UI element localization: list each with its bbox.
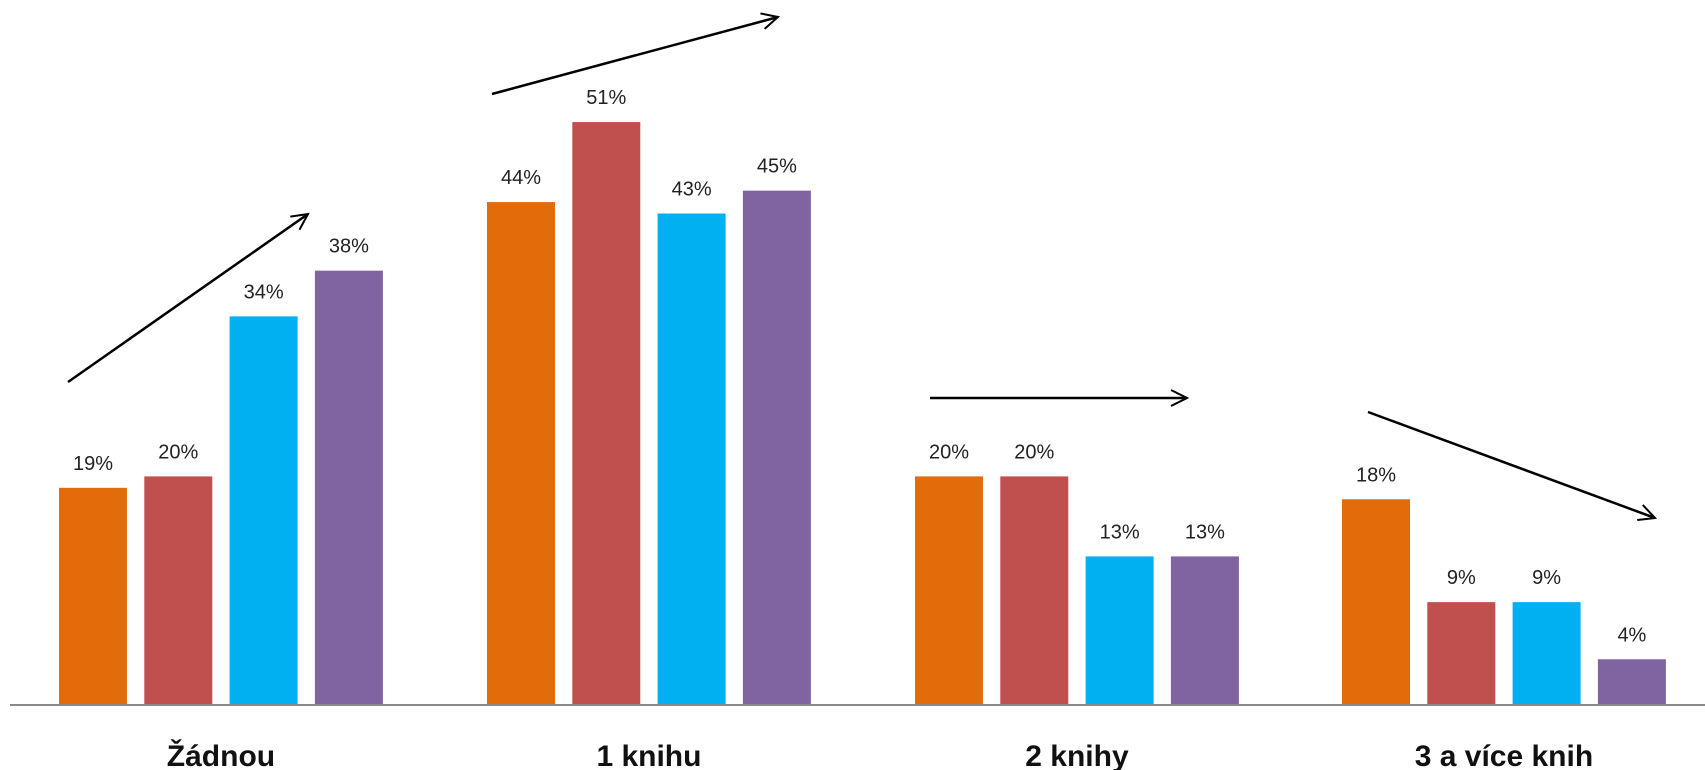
trend-arrows-layer	[67, 17, 1655, 518]
bar-zadnou-4	[314, 270, 383, 705]
bar-zadnou-2	[144, 476, 213, 705]
bar-1-knihu-2	[572, 122, 641, 705]
value-label-3-a-vice-knih-1: 18%	[1356, 464, 1396, 486]
bar-zadnou-3	[229, 316, 298, 705]
bar-3-a-vice-knih-1	[1342, 499, 1410, 705]
bar-2-knihy-1	[915, 476, 983, 705]
value-labels-layer: 19% 20% 34% 38% 44% 51% 43% 45% 20% 20% 13% 13% 18% 9…	[73, 87, 1647, 646]
value-label-zadnou-2: 20%	[158, 441, 198, 463]
value-label-zadnou-1: 19%	[73, 453, 113, 475]
bar-2-knihy-2	[1000, 476, 1069, 705]
bar-3-a-vice-knih-4	[1597, 659, 1666, 705]
bar-1-knihu-4	[742, 190, 811, 705]
category-label-2-knihy: 2 knihy	[1025, 740, 1129, 770]
value-label-3-a-vice-knih-3: 9%	[1532, 567, 1561, 589]
value-label-3-a-vice-knih-2: 9%	[1447, 567, 1476, 589]
bar-1-knihu-1	[487, 202, 555, 705]
trend-arrow-1-knihu	[491, 17, 778, 96]
value-label-1-knihu-1: 44%	[501, 167, 541, 189]
bar-2-knihy-4	[1170, 556, 1239, 705]
value-label-2-knihy-2: 20%	[1014, 441, 1054, 463]
value-label-2-knihy-3: 13%	[1100, 521, 1140, 543]
bar-3-a-vice-knih-2	[1427, 602, 1496, 705]
trend-arrow-3-a-vice-knih	[1367, 410, 1655, 518]
value-label-2-knihy-1: 20%	[929, 441, 969, 463]
value-label-2-knihy-4: 13%	[1185, 521, 1225, 543]
category-labels-layer: Žádnou 1 knihu 2 knihy 3 a více knih	[167, 739, 1593, 770]
bar-3-a-vice-knih-3	[1512, 602, 1581, 705]
value-label-zadnou-4: 38%	[329, 236, 369, 258]
bar-2-knihy-3	[1085, 556, 1154, 705]
bar-zadnou-1	[59, 487, 127, 705]
value-label-1-knihu-4: 45%	[757, 156, 797, 178]
trend-arrow-zadnou	[67, 214, 308, 384]
bar-1-knihu-3	[657, 213, 726, 705]
value-label-3-a-vice-knih-4: 4%	[1617, 624, 1646, 646]
value-label-1-knihu-3: 43%	[672, 179, 712, 201]
category-label-zadnou: Žádnou	[167, 739, 275, 770]
value-label-1-knihu-2: 51%	[586, 87, 626, 109]
value-label-zadnou-3: 34%	[244, 281, 284, 303]
category-label-3-a-vice-knih: 3 a více knih	[1415, 740, 1593, 770]
category-label-1-knihu: 1 knihu	[596, 740, 701, 770]
bars-layer	[59, 122, 1666, 705]
